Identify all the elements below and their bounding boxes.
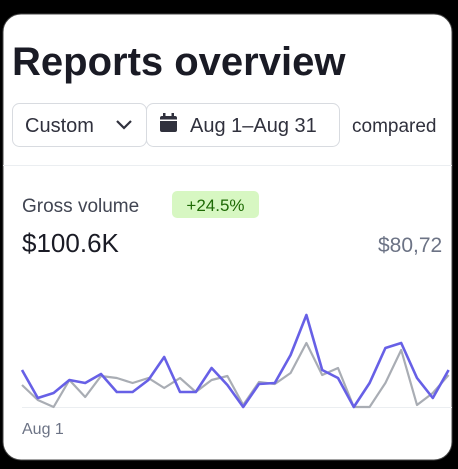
dropdown-label[interactable]: Custom bbox=[25, 115, 94, 137]
metric-title[interactable]: Gross volume bbox=[22, 196, 139, 217]
comparison-value: $80,72 bbox=[378, 234, 442, 257]
compare-label[interactable]: compared bbox=[352, 116, 437, 137]
date-box[interactable] bbox=[146, 103, 340, 147]
date-label[interactable]: Aug 1–Aug 31 bbox=[190, 115, 317, 137]
series-line bbox=[21, 341, 450, 409]
date-picker[interactable]: Aug 1–Aug 31 bbox=[146, 103, 340, 147]
page-title: Reports overview bbox=[12, 40, 346, 84]
calendar-icon-ring bbox=[163, 113, 166, 118]
chevron-icon bbox=[116, 120, 132, 130]
series-line bbox=[20, 313, 450, 409]
change-badge bbox=[172, 191, 259, 218]
change-label: +24.5% bbox=[186, 196, 244, 215]
plot: Aug 1 bbox=[20, 313, 450, 438]
calendar-icon bbox=[160, 116, 177, 132]
calendar-icon-ring bbox=[171, 113, 174, 118]
calendar-icon-line bbox=[160, 119, 177, 121]
x-tick-label: Aug 1 bbox=[22, 421, 64, 438]
range-dropdown[interactable]: Custom bbox=[12, 103, 147, 147]
metric-value: $100.6K bbox=[22, 228, 120, 258]
